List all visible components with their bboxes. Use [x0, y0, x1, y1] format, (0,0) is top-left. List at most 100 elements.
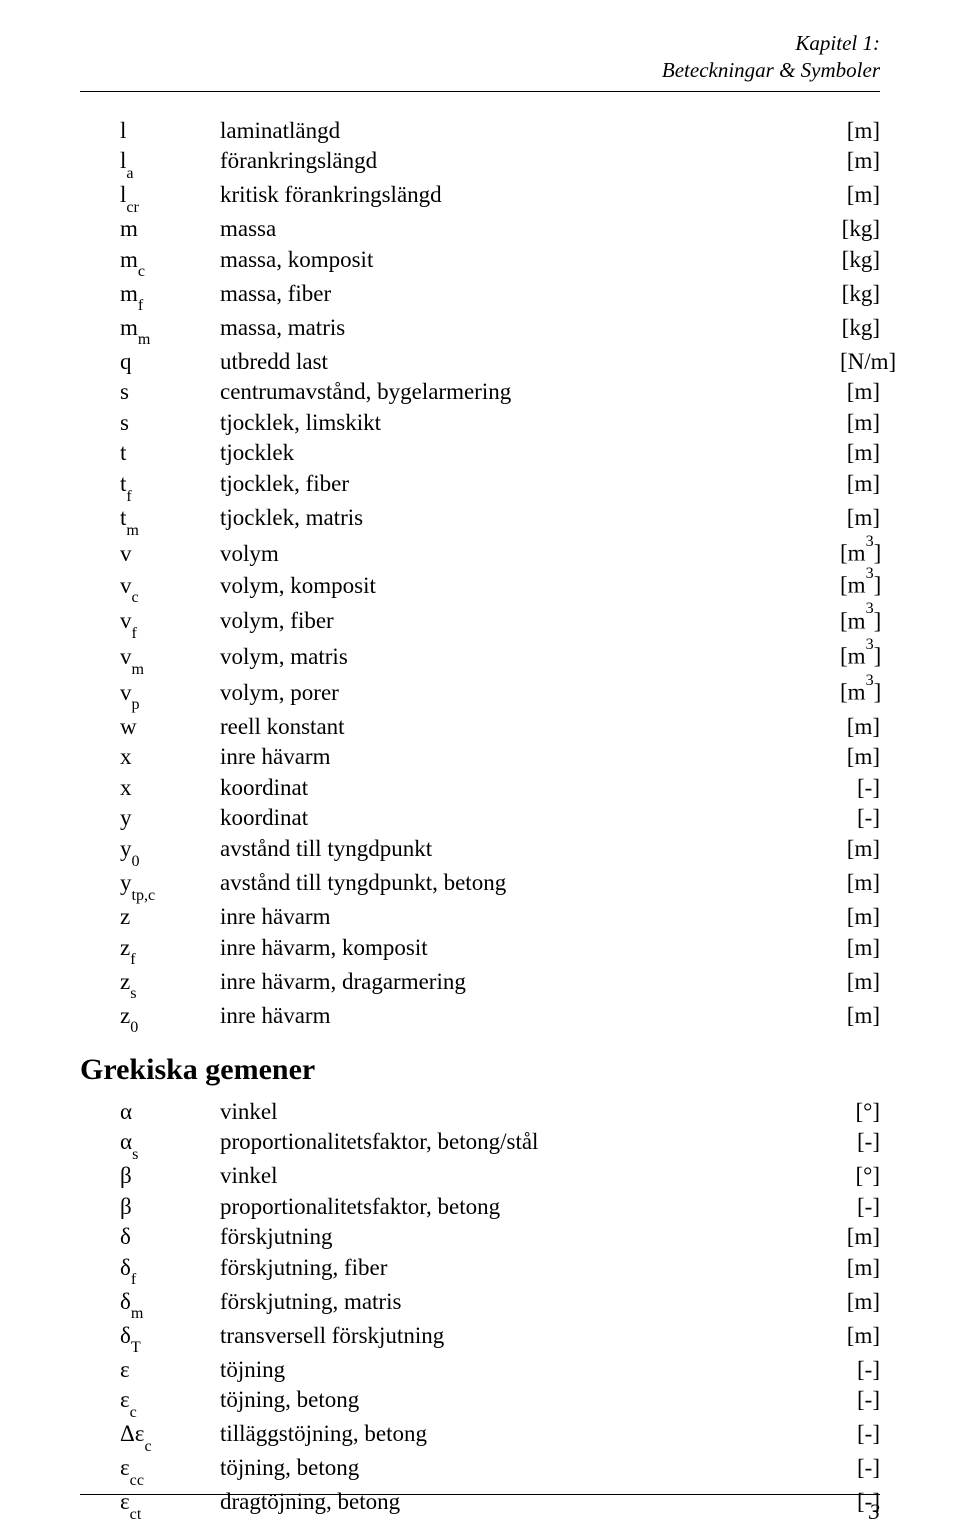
unit-cell: [m]: [840, 469, 920, 500]
table-row: vmvolym, matris[m3]: [120, 640, 920, 676]
symbol-cell: δT: [120, 1321, 220, 1355]
description-cell: inre hävarm: [220, 902, 840, 933]
table-row: qutbredd last[N/m]: [120, 347, 920, 378]
unit-cell: [m3]: [840, 537, 920, 569]
unit-cell: [m]: [840, 1321, 920, 1352]
symbol-cell: la: [120, 146, 220, 180]
unit-cell: [-]: [840, 1453, 920, 1484]
table-row: llaminatlängd[m]: [120, 116, 920, 147]
table-row: zinre hävarm[m]: [120, 902, 920, 933]
description-cell: inre hävarm, dragarmering: [220, 967, 840, 998]
table-row: stjocklek, limskikt[m]: [120, 408, 920, 439]
description-cell: koordinat: [220, 803, 840, 834]
description-cell: reell konstant: [220, 712, 840, 743]
symbol-cell: mf: [120, 279, 220, 313]
bottom-horizontal-rule: [80, 1494, 880, 1495]
symbol-cell: z: [120, 902, 220, 933]
description-cell: vinkel: [220, 1161, 840, 1192]
description-cell: inre hävarm, komposit: [220, 933, 840, 964]
table-row: tftjocklek, fiber[m]: [120, 469, 920, 503]
unit-cell: [-]: [840, 1487, 920, 1518]
table-row: mmassa[kg]: [120, 214, 920, 245]
table-row: wreell konstant[m]: [120, 712, 920, 743]
symbol-cell: lcr: [120, 180, 220, 214]
unit-cell: [°]: [840, 1161, 920, 1192]
symbol-cell: zs: [120, 967, 220, 1001]
unit-cell: [°]: [840, 1097, 920, 1128]
description-cell: förankringslängd: [220, 146, 840, 177]
symbol-cell: x: [120, 773, 220, 804]
symbol-cell: β: [120, 1161, 220, 1192]
table-row: xinre hävarm[m]: [120, 742, 920, 773]
description-cell: förskjutning, matris: [220, 1287, 840, 1318]
description-cell: massa, matris: [220, 313, 840, 344]
description-cell: volym, porer: [220, 678, 840, 709]
symbol-cell: m: [120, 214, 220, 245]
table-row: ykoordinat[-]: [120, 803, 920, 834]
symbol-cell: y0: [120, 834, 220, 868]
description-cell: dragtöjning, betong: [220, 1487, 840, 1518]
unit-cell: [m]: [840, 933, 920, 964]
symbol-cell: w: [120, 712, 220, 743]
table-row: δförskjutning[m]: [120, 1222, 920, 1253]
description-cell: avstånd till tyngdpunkt, betong: [220, 868, 840, 899]
unit-cell: [-]: [840, 1192, 920, 1223]
greek-symbol-table: αvinkel[°]αsproportionalitetsfaktor, bet…: [120, 1097, 920, 1522]
page-number: 3: [869, 1499, 880, 1525]
table-row: δmförskjutning, matris[m]: [120, 1287, 920, 1321]
symbol-cell: δf: [120, 1253, 220, 1287]
unit-cell: [m]: [840, 834, 920, 865]
unit-cell: [m3]: [840, 640, 920, 672]
table-row: ttjocklek[m]: [120, 438, 920, 469]
description-cell: inre hävarm: [220, 742, 840, 773]
unit-cell: [m]: [840, 377, 920, 408]
unit-cell: [N/m]: [840, 347, 920, 378]
symbol-cell: mc: [120, 245, 220, 279]
table-row: z0inre hävarm[m]: [120, 1001, 920, 1035]
table-row: mmmassa, matris[kg]: [120, 313, 920, 347]
symbol-cell: α: [120, 1097, 220, 1128]
unit-cell: [m]: [840, 146, 920, 177]
symbol-cell: s: [120, 408, 220, 439]
table-row: vcvolym, komposit[m3]: [120, 569, 920, 605]
latin-symbol-table: llaminatlängd[m]laförankringslängd[m]lcr…: [120, 116, 920, 1035]
description-cell: vinkel: [220, 1097, 840, 1128]
unit-cell: [m]: [840, 742, 920, 773]
table-row: αsproportionalitetsfaktor, betong/stål[-…: [120, 1127, 920, 1161]
symbol-cell: vf: [120, 606, 220, 640]
table-row: vpvolym, porer[m3]: [120, 676, 920, 712]
symbol-cell: x: [120, 742, 220, 773]
symbol-cell: vc: [120, 571, 220, 605]
symbol-cell: z0: [120, 1001, 220, 1035]
symbol-cell: tf: [120, 469, 220, 503]
unit-cell: [-]: [840, 803, 920, 834]
unit-cell: [m]: [840, 902, 920, 933]
unit-cell: [m]: [840, 1222, 920, 1253]
unit-cell: [m]: [840, 967, 920, 998]
unit-cell: [m3]: [840, 605, 920, 637]
symbol-cell: δm: [120, 1287, 220, 1321]
unit-cell: [-]: [840, 1419, 920, 1450]
table-row: vvolym[m3]: [120, 537, 920, 569]
table-row: scentrumavstånd, bygelarmering[m]: [120, 377, 920, 408]
table-row: tmtjocklek, matris[m]: [120, 503, 920, 537]
unit-cell: [m3]: [840, 569, 920, 601]
table-row: zfinre hävarm, komposit[m]: [120, 933, 920, 967]
symbol-cell: zf: [120, 933, 220, 967]
description-cell: utbredd last: [220, 347, 840, 378]
description-cell: massa, komposit: [220, 245, 840, 276]
description-cell: töjning: [220, 1355, 840, 1386]
symbol-cell: εcc: [120, 1453, 220, 1487]
symbol-cell: Δεc: [120, 1419, 220, 1453]
symbol-cell: tm: [120, 503, 220, 537]
unit-cell: [m]: [840, 116, 920, 147]
symbol-cell: δ: [120, 1222, 220, 1253]
symbol-cell: ε: [120, 1355, 220, 1386]
symbol-cell: s: [120, 377, 220, 408]
table-row: Δεctilläggstöjning, betong[-]: [120, 1419, 920, 1453]
unit-cell: [m]: [840, 1287, 920, 1318]
table-row: δTtransversell förskjutning[m]: [120, 1321, 920, 1355]
description-cell: koordinat: [220, 773, 840, 804]
description-cell: förskjutning, fiber: [220, 1253, 840, 1284]
unit-cell: [m]: [840, 503, 920, 534]
